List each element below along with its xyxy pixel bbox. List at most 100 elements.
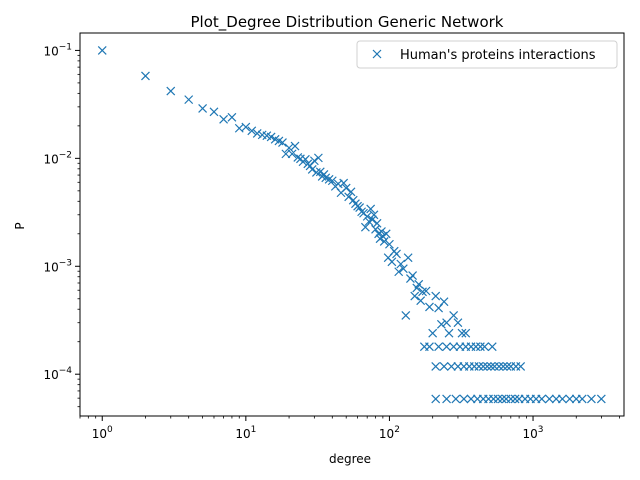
data-point xyxy=(596,394,606,404)
data-point xyxy=(431,291,441,301)
data-point xyxy=(425,302,434,312)
data-point xyxy=(184,95,194,105)
data-point xyxy=(425,342,434,352)
data-point xyxy=(141,71,150,81)
data-point xyxy=(398,264,408,274)
data-point xyxy=(459,394,469,404)
data-point xyxy=(434,303,444,313)
data-point xyxy=(446,362,456,371)
data-point xyxy=(577,394,587,404)
data-point xyxy=(341,183,351,193)
data-point xyxy=(444,328,454,338)
data-point xyxy=(418,287,427,297)
data-point xyxy=(506,394,516,404)
data-point xyxy=(209,107,219,117)
data-point xyxy=(557,394,567,404)
data-point xyxy=(385,239,394,249)
data-point xyxy=(449,311,459,320)
data-points xyxy=(97,45,606,404)
data-point xyxy=(414,279,424,289)
data-point xyxy=(367,215,377,225)
data-point xyxy=(537,394,547,404)
data-point xyxy=(327,176,337,186)
data-point xyxy=(431,394,441,404)
plot-area xyxy=(79,32,625,417)
data-point xyxy=(439,362,449,371)
data-point xyxy=(494,362,504,371)
data-point xyxy=(480,342,490,352)
data-point xyxy=(366,204,376,214)
data-point xyxy=(313,153,323,163)
data-point xyxy=(281,149,291,159)
x-axis-ticks: 100 101 102 103 xyxy=(79,416,620,441)
y-tick-label: 10−2 xyxy=(43,150,72,166)
axes-frame xyxy=(79,32,625,417)
data-point xyxy=(421,286,431,296)
data-point xyxy=(394,267,404,277)
data-point xyxy=(307,164,317,174)
data-point xyxy=(442,318,452,328)
data-point xyxy=(369,210,379,220)
data-point xyxy=(510,394,520,404)
data-point xyxy=(401,311,411,320)
data-point xyxy=(457,328,467,338)
y-tick-label: 10−4 xyxy=(43,366,72,382)
data-point xyxy=(198,104,208,113)
data-point xyxy=(478,362,488,371)
data-point xyxy=(293,152,303,162)
data-point xyxy=(379,236,389,246)
data-point xyxy=(453,318,463,328)
data-point xyxy=(362,211,372,221)
legend-marker-x-icon xyxy=(372,49,382,59)
data-point xyxy=(403,253,413,263)
y-tick-label: 10−1 xyxy=(43,42,72,58)
data-point xyxy=(516,362,526,371)
data-point xyxy=(266,132,276,142)
data-point xyxy=(344,192,354,202)
x-axis-label: degree xyxy=(329,452,371,466)
data-point xyxy=(392,249,401,259)
data-point xyxy=(544,394,554,404)
chart-title: Plot_Degree Distribution Generic Network xyxy=(191,13,504,32)
data-point xyxy=(586,394,596,404)
data-point xyxy=(387,257,397,267)
data-point xyxy=(466,394,476,404)
data-point xyxy=(490,362,500,371)
data-point xyxy=(247,126,257,136)
data-point xyxy=(339,178,349,188)
data-point xyxy=(287,149,297,159)
legend: Human's proteins interactions xyxy=(356,40,618,69)
x-tick-label: 103 xyxy=(523,425,544,441)
data-point xyxy=(346,187,356,197)
data-point xyxy=(410,291,420,301)
data-point xyxy=(278,138,287,147)
x-tick-label: 101 xyxy=(235,425,256,441)
data-point xyxy=(381,229,391,239)
y-axis-label: P xyxy=(13,222,27,229)
data-point xyxy=(493,394,503,404)
data-point xyxy=(371,224,380,234)
data-point xyxy=(396,259,406,269)
data-point xyxy=(227,112,237,122)
data-point xyxy=(360,222,370,232)
data-point xyxy=(482,362,492,371)
data-point xyxy=(309,156,319,166)
legend-marker-cross xyxy=(372,49,382,59)
data-point xyxy=(219,114,229,124)
data-point xyxy=(431,362,441,371)
data-point xyxy=(451,394,461,404)
data-point xyxy=(498,362,508,371)
legend-box xyxy=(356,40,618,69)
data-point xyxy=(97,45,107,55)
data-point xyxy=(301,154,310,164)
data-point xyxy=(486,362,496,371)
data-point xyxy=(442,342,452,352)
data-point xyxy=(565,394,575,404)
y-tick-label: 10−3 xyxy=(43,258,72,274)
data-point xyxy=(241,122,251,132)
data-point xyxy=(434,342,444,352)
data-point xyxy=(166,86,176,96)
data-point xyxy=(290,141,300,151)
data-point xyxy=(436,319,446,329)
